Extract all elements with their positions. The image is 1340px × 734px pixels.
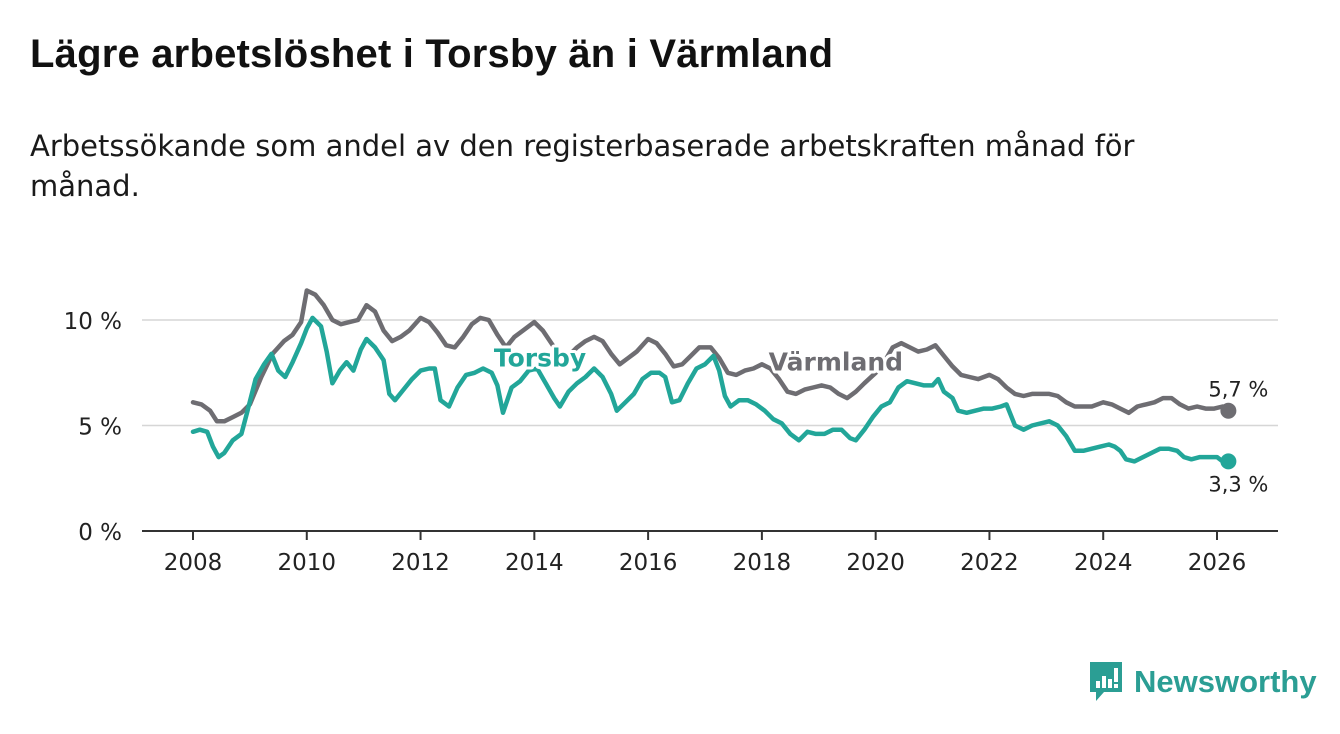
y-tick-label: 5 % xyxy=(78,415,122,441)
newsworthy-logo[interactable]: Newsworthy xyxy=(1088,660,1317,704)
x-tick-label: 2016 xyxy=(619,550,678,576)
x-tick-label: 2008 xyxy=(164,550,223,576)
x-tick-label: 2022 xyxy=(960,550,1019,576)
y-axis: 0 % 5 % 10 % xyxy=(64,309,122,546)
end-value-label-torsby: 3,3 % xyxy=(1208,472,1268,496)
x-tick-label: 2018 xyxy=(733,550,792,576)
end-value-label-värmland: 5,7 % xyxy=(1208,378,1268,402)
y-tick-label: 10 % xyxy=(64,309,122,335)
x-tick-label: 2014 xyxy=(505,550,564,576)
series-end-point-värmland xyxy=(1220,402,1237,419)
x-tick-label: 2010 xyxy=(278,550,337,576)
series-line-värmland xyxy=(190,288,1231,424)
x-tick-label: 2026 xyxy=(1188,550,1247,576)
bar-chart-bubble-icon xyxy=(1090,662,1122,701)
y-tick-label: 0 % xyxy=(78,520,122,546)
chart-subtitle: Arbetssökande som andel av den registerb… xyxy=(30,129,1135,203)
logo-text: Newsworthy xyxy=(1134,664,1317,699)
gridlines xyxy=(142,319,1278,427)
series-name-label-värmland: Värmland xyxy=(769,348,903,377)
series-line-torsby xyxy=(190,315,1231,464)
chart-title: Lägre arbetslöshet i Torsby än i Värmlan… xyxy=(30,32,834,76)
x-axis: 2008 2010 2012 2014 2016 2018 2020 2022 2024 2026 xyxy=(142,530,1278,576)
x-tick-label: 2012 xyxy=(391,550,450,576)
x-tick-label: 2024 xyxy=(1074,550,1133,576)
series-layer xyxy=(190,288,1237,470)
x-tick-label: 2020 xyxy=(846,550,905,576)
labels-layer: 5,7 % 3,3 % Värmland Torsby xyxy=(491,340,1269,496)
line-chart: 2008 2010 2012 2014 2016 2018 2020 2022 2024 2026… xyxy=(64,288,1278,576)
series-end-point-torsby xyxy=(1220,453,1237,470)
series-name-label-torsby: Torsby xyxy=(494,343,586,372)
